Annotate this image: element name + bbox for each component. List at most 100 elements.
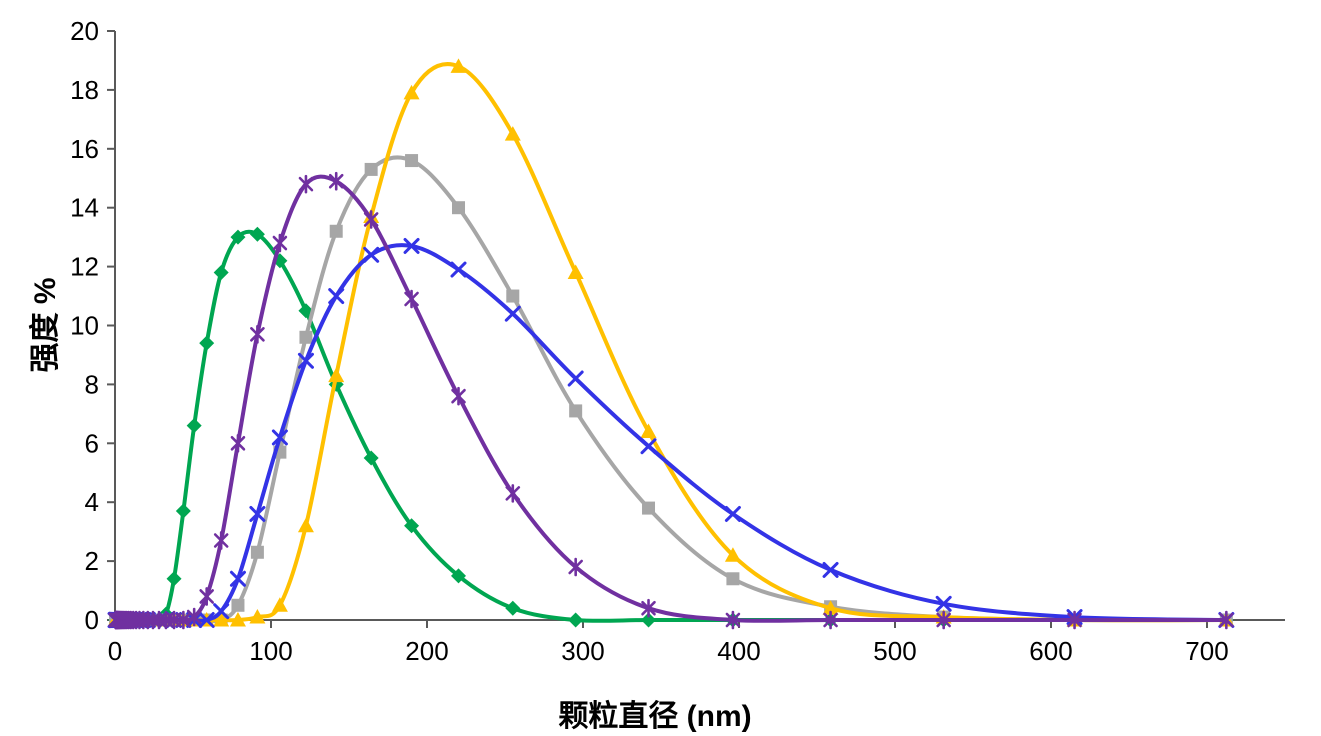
asterisk-marker — [1219, 610, 1234, 630]
series-purple-asterisk — [108, 171, 1234, 630]
triangle-marker — [249, 609, 266, 624]
triangle-marker — [504, 126, 521, 141]
y-tick-label: 0 — [85, 605, 99, 635]
triangle-marker — [229, 612, 246, 627]
y-axis-title: 强度 % — [29, 277, 62, 373]
y-tick-label: 12 — [70, 252, 99, 282]
diamond-marker — [404, 518, 420, 534]
asterisk-marker — [230, 433, 246, 453]
asterisk-marker — [641, 598, 656, 618]
diamond-marker — [568, 612, 584, 628]
x-tick-label: 500 — [873, 636, 916, 666]
x-marker — [450, 261, 467, 278]
x-marker — [249, 505, 266, 522]
x-tick-label: 200 — [405, 636, 448, 666]
asterisk-marker — [199, 587, 214, 606]
diamond-marker — [230, 229, 246, 245]
asterisk-marker — [250, 325, 265, 344]
square-marker — [452, 201, 466, 215]
x-marker — [229, 570, 246, 587]
x-tick-label: 600 — [1029, 636, 1072, 666]
asterisk-marker — [1067, 610, 1082, 630]
x-marker — [271, 429, 288, 446]
x-marker — [504, 305, 521, 322]
series-gray-square-line — [113, 155, 1229, 624]
triangle-marker — [567, 264, 584, 279]
square-marker — [299, 330, 313, 344]
square-marker — [506, 289, 520, 303]
triangle-marker — [822, 600, 839, 615]
diamond-marker — [199, 335, 215, 351]
asterisk-marker — [186, 607, 202, 627]
series-blue-x — [107, 237, 1235, 628]
y-tick-label: 4 — [85, 487, 99, 517]
y-tick-label: 10 — [70, 311, 99, 341]
triangle-marker — [403, 84, 420, 100]
asterisk-marker — [363, 210, 379, 229]
square-marker — [642, 501, 656, 515]
asterisk-marker — [505, 484, 521, 503]
asterisk-marker — [725, 610, 741, 630]
triangle-marker — [724, 547, 741, 562]
x-marker — [198, 612, 215, 628]
x-marker — [640, 438, 657, 455]
square-marker — [329, 224, 343, 238]
series-gray-square — [109, 154, 1233, 627]
asterisk-marker — [936, 610, 951, 630]
x-axis-title: 颗粒直径 (nm) — [558, 700, 752, 733]
x-marker — [403, 237, 420, 254]
y-tick-label: 8 — [85, 369, 99, 399]
x-tick-label: 700 — [1185, 636, 1228, 666]
y-tick-label: 6 — [85, 428, 99, 458]
diamond-marker — [213, 264, 229, 280]
triangle-marker — [297, 517, 314, 533]
square-marker — [250, 545, 264, 559]
diamond-marker — [272, 253, 288, 269]
y-tick-label: 18 — [70, 75, 99, 105]
asterisk-marker — [272, 233, 288, 253]
triangle-marker — [640, 423, 657, 439]
x-marker — [822, 561, 839, 578]
triangle-marker — [213, 612, 230, 627]
diamond-marker — [175, 503, 191, 519]
x-tick-label: 0 — [108, 636, 122, 666]
y-tick-label: 20 — [70, 16, 99, 46]
diamond-marker — [363, 450, 379, 466]
x-marker — [213, 603, 230, 620]
x-marker — [567, 370, 584, 387]
x-marker — [363, 246, 380, 263]
diamond-marker — [641, 612, 657, 628]
diamond-marker — [451, 568, 467, 584]
x-marker — [724, 505, 741, 522]
triangle-marker — [450, 58, 467, 73]
triangle-marker — [271, 597, 288, 612]
x-marker — [935, 595, 952, 612]
diamond-marker — [249, 226, 265, 242]
asterisk-marker — [404, 289, 419, 309]
series-gold-triangle-line — [113, 62, 1229, 623]
series-blue-x-line — [113, 243, 1229, 623]
asterisk-marker — [328, 171, 344, 191]
diamond-marker — [186, 418, 202, 434]
square-marker — [569, 404, 583, 418]
y-tick-label: 2 — [85, 546, 99, 576]
asterisk-marker — [823, 610, 838, 630]
asterisk-marker — [451, 386, 466, 406]
asterisk-marker — [298, 174, 314, 194]
diamond-marker — [166, 571, 182, 587]
asterisk-marker — [568, 557, 583, 577]
x-marker — [328, 288, 345, 305]
square-marker — [726, 572, 740, 586]
x-tick-label: 400 — [717, 636, 760, 666]
square-marker — [231, 598, 245, 612]
series-gold-triangle — [107, 58, 1235, 627]
diamond-marker — [505, 600, 521, 616]
y-tick-label: 16 — [70, 134, 99, 164]
x-tick-label: 100 — [249, 636, 292, 666]
triangle-marker — [328, 367, 345, 383]
square-marker — [405, 154, 419, 168]
series-green-diamond — [108, 226, 1234, 628]
